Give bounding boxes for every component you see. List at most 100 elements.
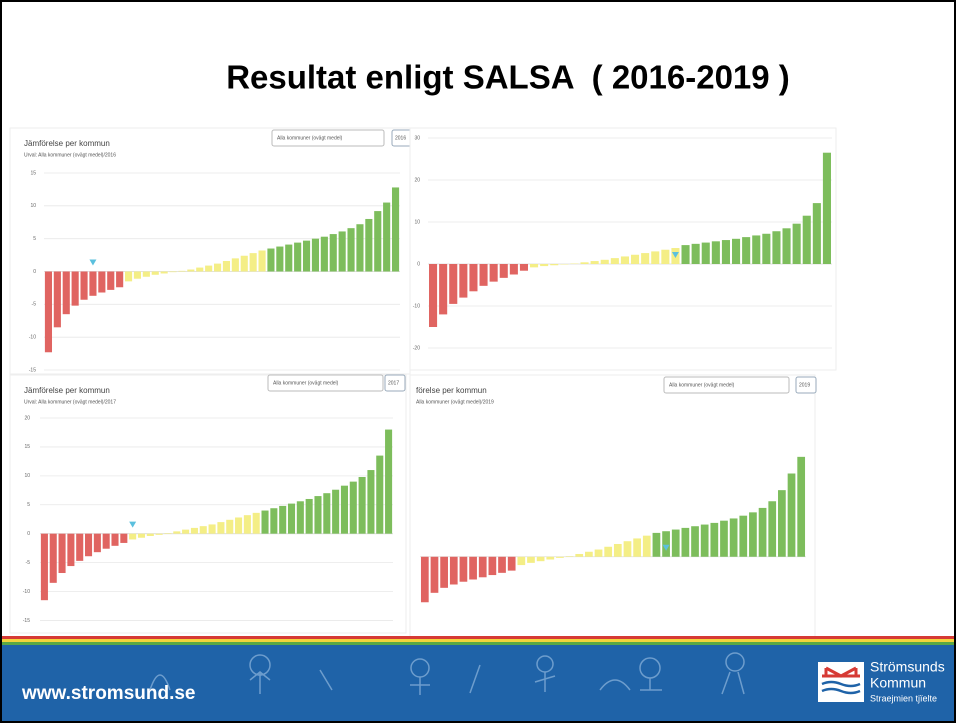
bar xyxy=(752,235,761,264)
bar xyxy=(822,152,831,264)
bar xyxy=(374,211,382,272)
bar xyxy=(76,533,84,561)
bar xyxy=(710,522,719,557)
y-tick-label: -10 xyxy=(29,334,36,340)
y-tick-label: -15 xyxy=(29,367,36,373)
bar xyxy=(267,248,275,272)
chart-title: förelse per kommun xyxy=(416,386,487,395)
bar xyxy=(240,255,248,272)
bar xyxy=(340,485,348,534)
bar xyxy=(797,456,806,557)
bar xyxy=(226,519,234,534)
bar xyxy=(530,264,539,268)
bar xyxy=(739,515,748,557)
bar xyxy=(80,271,88,300)
y-tick-label: -10 xyxy=(23,589,30,595)
bar xyxy=(196,267,204,272)
bar xyxy=(71,271,79,306)
bar xyxy=(749,512,757,557)
footer: www.stromsund.se Strömsunds Kommun Strae… xyxy=(2,636,954,721)
bar xyxy=(439,264,448,315)
bar xyxy=(778,490,786,557)
bar xyxy=(187,269,195,272)
logo-sub: Kommun xyxy=(870,675,926,691)
bar xyxy=(178,270,186,272)
y-tick-label: 20 xyxy=(24,415,30,421)
bar xyxy=(182,529,190,534)
bar xyxy=(469,264,478,292)
bar xyxy=(691,526,699,557)
chart-title: Jämförelse per kommun xyxy=(24,386,110,395)
bar xyxy=(787,473,796,557)
bar xyxy=(633,538,641,557)
bar xyxy=(142,271,150,277)
bar xyxy=(356,224,364,272)
selector-text: Alla kommuner (ovägt medel) xyxy=(277,135,343,141)
bar xyxy=(527,556,535,563)
bar xyxy=(89,271,97,296)
bar xyxy=(305,498,313,534)
bar xyxy=(604,546,613,557)
bar xyxy=(252,512,260,534)
bar xyxy=(469,556,477,580)
bar xyxy=(449,556,458,585)
bar xyxy=(652,532,661,557)
bar xyxy=(213,263,222,272)
bar xyxy=(540,264,549,267)
bar xyxy=(623,541,632,557)
year-selector-text: 2017 xyxy=(388,380,399,386)
bar xyxy=(93,533,101,553)
bar xyxy=(243,515,251,534)
bar xyxy=(270,508,278,534)
bar xyxy=(155,533,163,535)
bar xyxy=(681,245,690,264)
bar xyxy=(711,241,720,264)
bar xyxy=(429,264,438,327)
bar xyxy=(102,533,110,549)
bar xyxy=(802,215,811,264)
bar xyxy=(208,524,216,534)
bar xyxy=(556,556,564,558)
chart-title: Jämförelse per kommun xyxy=(24,139,110,148)
bar xyxy=(642,535,651,557)
y-tick-label: 5 xyxy=(27,502,30,508)
bar xyxy=(681,527,690,557)
bar xyxy=(550,264,559,266)
bar xyxy=(173,531,181,534)
bar xyxy=(620,256,629,264)
y-tick-label: -5 xyxy=(32,302,37,308)
y-tick-label: 0 xyxy=(27,531,30,537)
chart-panel: förelse per kommun Alla kommuner (ovägt m… xyxy=(409,374,817,638)
bar xyxy=(217,522,225,534)
position-marker xyxy=(129,521,137,528)
bar xyxy=(720,520,728,557)
chart-subtitle: Urval: Alla kommuner (ovägt medel)/2017 xyxy=(24,399,116,405)
bar xyxy=(358,476,366,534)
bar xyxy=(58,533,66,574)
bar xyxy=(302,240,311,272)
bar xyxy=(296,501,304,534)
bar xyxy=(329,234,337,272)
selector-text: Alla kommuner (ovägt medel) xyxy=(273,380,339,386)
bar xyxy=(190,527,198,534)
bar xyxy=(124,271,133,282)
bar xyxy=(742,237,751,264)
bar xyxy=(732,238,741,264)
bar xyxy=(129,533,137,540)
logo: Strömsunds Kommun Straejmien tjïelte xyxy=(818,659,945,703)
y-tick-label: 10 xyxy=(414,219,420,225)
bar xyxy=(459,264,468,298)
y-tick-label: 0 xyxy=(417,261,420,267)
bar xyxy=(287,503,296,534)
chart-panel: Jämförelse per kommun Urval: Alla kommune… xyxy=(9,374,407,634)
bar xyxy=(169,271,177,273)
bar xyxy=(261,510,269,534)
bar xyxy=(151,271,159,275)
bar xyxy=(641,253,650,264)
bar xyxy=(768,501,777,557)
bar xyxy=(762,233,771,264)
bar xyxy=(85,533,93,557)
bar xyxy=(391,187,400,272)
chart-panel: Jämförelse per kommun Urval: Alla kommune… xyxy=(9,127,415,375)
